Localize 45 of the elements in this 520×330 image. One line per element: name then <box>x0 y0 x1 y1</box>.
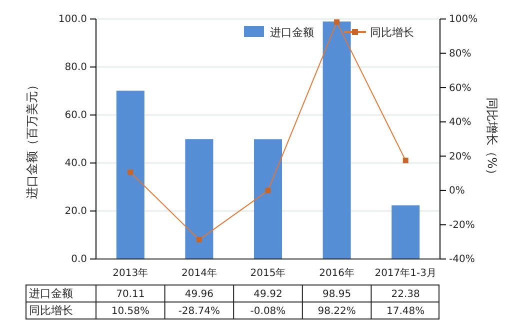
point <box>196 236 202 242</box>
legend-label: 进口金额 <box>270 26 314 39</box>
data-label: 10.58% <box>111 306 150 317</box>
y2-tick-label: -20% <box>449 220 475 231</box>
y2-tick-label: -40% <box>449 254 475 266</box>
y2-tick-label: 80% <box>449 48 472 60</box>
x-tick-label: 2013年 <box>112 267 148 280</box>
y2-tick-label: 100% <box>449 14 478 26</box>
data-label: 98.22% <box>318 306 356 317</box>
data-label: 49.96 <box>184 289 214 300</box>
legend-label: 同比增长 <box>370 26 414 39</box>
x-tick-label: 2014年 <box>181 267 217 280</box>
bar <box>116 90 144 259</box>
data-label: 98.95 <box>322 289 352 300</box>
data-label: 49.92 <box>254 289 282 300</box>
y-tick-label: 40.0 <box>64 158 87 170</box>
y-tick-label: 80.0 <box>64 62 87 74</box>
data-label: 22.38 <box>391 289 420 300</box>
y-tick-label: 100.0 <box>58 14 87 26</box>
y2-tick-label: 0% <box>449 186 465 197</box>
data-label: -0.08% <box>250 306 286 317</box>
y-tick-label: 60.0 <box>64 110 87 122</box>
text: 进口金额 <box>29 287 73 300</box>
text: 同比增长 <box>29 304 73 317</box>
bar <box>392 205 420 259</box>
x-tick-label: 2015年 <box>250 267 286 280</box>
x-tick-label: 2016年 <box>319 267 355 280</box>
data-label: 70.11 <box>116 289 145 300</box>
bar <box>322 22 351 259</box>
data-label: 17.48% <box>386 306 425 317</box>
point <box>402 158 408 164</box>
y2-axis-title: 同比增长（%） <box>485 97 499 181</box>
y2-tick-label: 20% <box>449 151 472 162</box>
y2-tick-label: 40% <box>449 117 472 128</box>
point <box>334 19 340 25</box>
y-axis-title: 进口金额（百万美元） <box>25 79 39 199</box>
y2-tick-label: 60% <box>449 82 472 94</box>
y-tick-label: 20.0 <box>64 206 87 218</box>
bar <box>254 139 282 259</box>
bar <box>185 139 214 259</box>
x-tick-label: 2017年1-3月 <box>374 267 436 280</box>
point <box>265 188 271 194</box>
y-tick-label: 0.0 <box>71 254 87 266</box>
point <box>128 170 134 176</box>
data-label: -28.74% <box>178 306 220 317</box>
